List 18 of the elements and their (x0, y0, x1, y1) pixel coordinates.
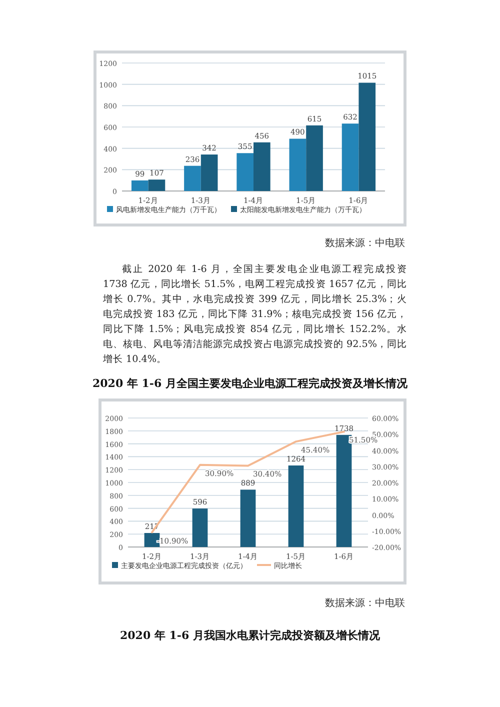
bar (131, 180, 148, 191)
bar (288, 465, 304, 547)
source-note: 数据来源：中电联 (324, 596, 405, 610)
text: 截止 2020 年 1-6 月，全国主要发电企业电源工程完成投资 1738 亿元，同比增长 51.5%，电网工程完成投资 1657 亿元，同比增长 0.7%。其中，水电完成投资 399 亿元，同比增长 25.3%；火电完成投资 183 亿元，同比下降 31.9%；核电完成投资 156 亿元，同比下降 1.5%；风电完成投资 854 亿元，同比增长 152.2%。水电、核电、风电等清洁能源完成投资占电源完成投资的 92.5%，同比增长 10.4%。 (103, 263, 407, 367)
bar (200, 154, 218, 191)
bar (240, 490, 256, 547)
bar (342, 124, 359, 191)
bar (192, 508, 208, 547)
bar (184, 166, 201, 191)
source-note: 数据来源：中电联 (324, 236, 405, 250)
text: 2020 年 1-6 月我国水电累计完成投资额及增长情况 (119, 628, 381, 643)
bar (148, 180, 166, 191)
bar (289, 138, 306, 191)
bar (254, 142, 270, 191)
bar (306, 125, 323, 191)
chart-title: 2020 年 1-6 月全国主要发电企业电源工程完成投资及增长情况 (92, 376, 408, 391)
bar (236, 153, 254, 191)
bar (358, 82, 376, 191)
